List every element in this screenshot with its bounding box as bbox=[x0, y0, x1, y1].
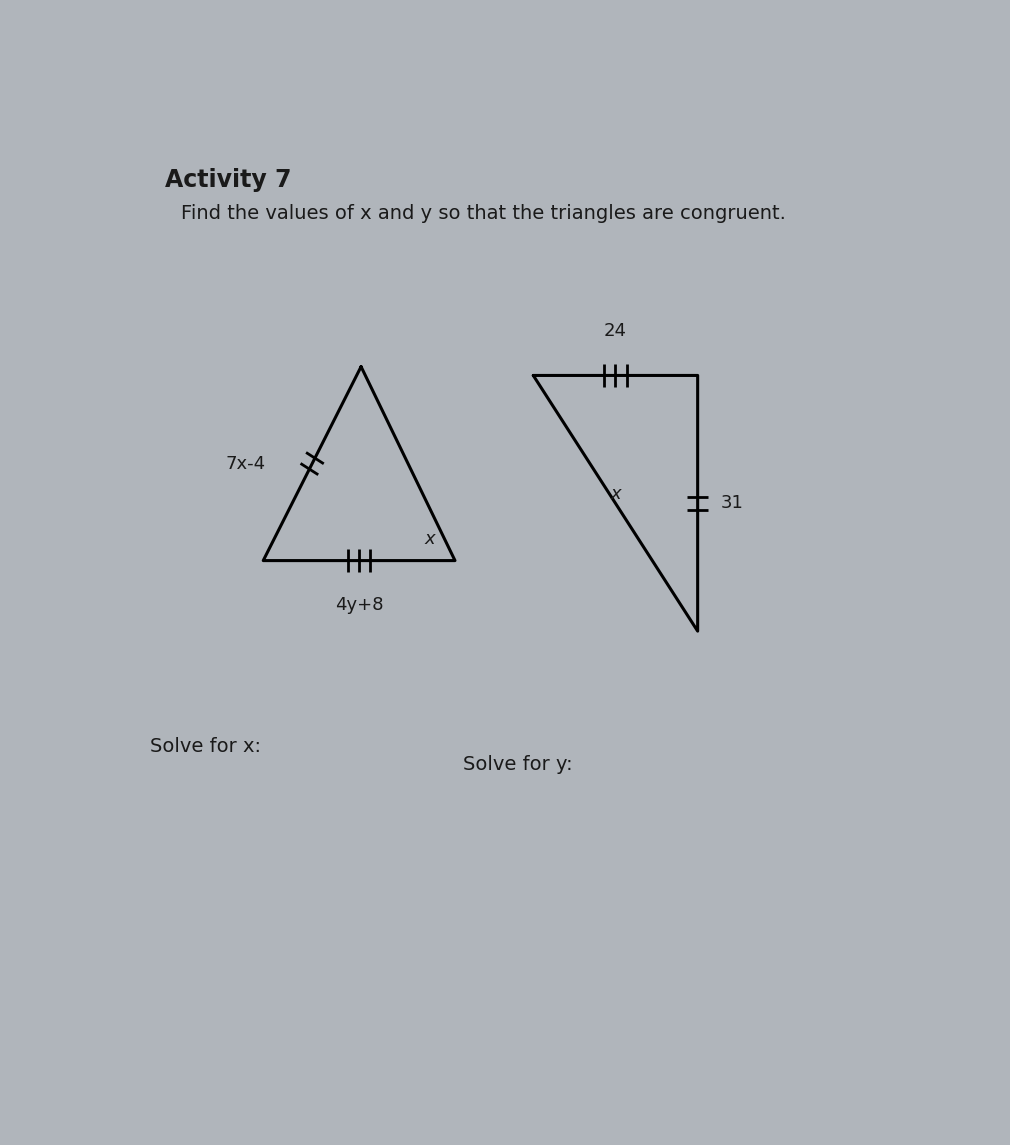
Text: Find the values of x and y so that the triangles are congruent.: Find the values of x and y so that the t… bbox=[181, 204, 786, 222]
Text: x: x bbox=[424, 529, 435, 547]
Text: x: x bbox=[610, 485, 621, 504]
Text: Activity 7: Activity 7 bbox=[166, 168, 292, 192]
Text: 31: 31 bbox=[721, 495, 744, 512]
Text: 4y+8: 4y+8 bbox=[335, 595, 384, 614]
Text: 24: 24 bbox=[604, 322, 627, 340]
Text: 7x-4: 7x-4 bbox=[225, 455, 266, 473]
Text: Solve for x:: Solve for x: bbox=[149, 737, 261, 756]
Text: Solve for y:: Solve for y: bbox=[463, 755, 573, 774]
